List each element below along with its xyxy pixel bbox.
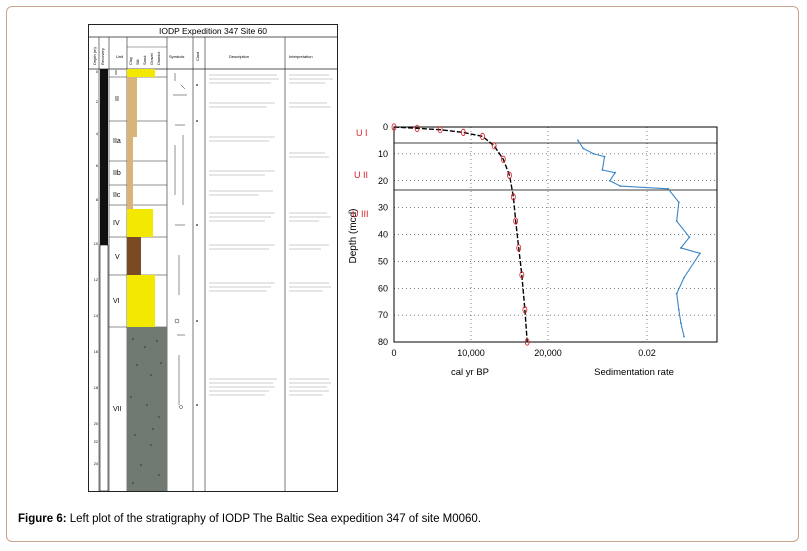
depth-tick: 16: [94, 350, 98, 354]
strat-unit-label: IIc: [113, 192, 121, 199]
col-description: Description: [229, 54, 249, 59]
depth-tick: 4: [96, 132, 98, 136]
col-clay: Clay: [128, 57, 133, 65]
col-interpretation: Interpretation: [289, 54, 313, 59]
depth-tick: 22: [94, 440, 98, 444]
col-gravel: Gravel: [149, 53, 154, 65]
col-silt: Silt: [135, 59, 140, 65]
depth-tick: 18: [94, 386, 98, 390]
strat-unit-label: IV: [113, 220, 120, 227]
caption-label: Figure 6:: [18, 513, 67, 525]
col-recovery: Recovery: [100, 48, 105, 65]
figure-frame: [6, 6, 799, 542]
strat-unit-label: II: [115, 96, 119, 103]
stratigraphy-log: IODP Expedition 347 Site 60 Depth (m) Re…: [88, 24, 338, 492]
strat-title: IODP Expedition 347 Site 60: [159, 26, 267, 36]
figure-caption: Figure 6: Left plot of the stratigraphy …: [18, 513, 481, 525]
depth-tick: 2: [96, 100, 98, 104]
depth-tick: 8: [96, 198, 98, 202]
depth-tick: 24: [94, 462, 98, 466]
col-unit: Unit: [116, 54, 124, 59]
depth-tick: 0: [96, 70, 98, 74]
col-sand: Sand: [142, 56, 147, 65]
col-depth: Depth (m): [92, 47, 97, 65]
col-clast: Clast: [195, 51, 200, 61]
strat-unit-label: IIa: [113, 138, 121, 145]
strat-unit-label: VI: [113, 298, 120, 305]
depth-tick: 20: [94, 422, 98, 426]
strat-unit-label: IIb: [113, 170, 121, 177]
depth-tick: 10: [94, 242, 98, 246]
caption-text: Left plot of the stratigraphy of IODP Th…: [66, 513, 482, 525]
depth-tick: 12: [94, 278, 98, 282]
depth-tick: 6: [96, 164, 98, 168]
strat-unit-label: VII: [113, 406, 122, 413]
strat-unit-label: I: [115, 70, 117, 77]
strat-unit-label: V: [115, 254, 120, 261]
col-symbols: Symbols: [169, 54, 184, 59]
col-diamict: Diamict: [156, 51, 161, 65]
depth-tick: 14: [94, 314, 98, 318]
